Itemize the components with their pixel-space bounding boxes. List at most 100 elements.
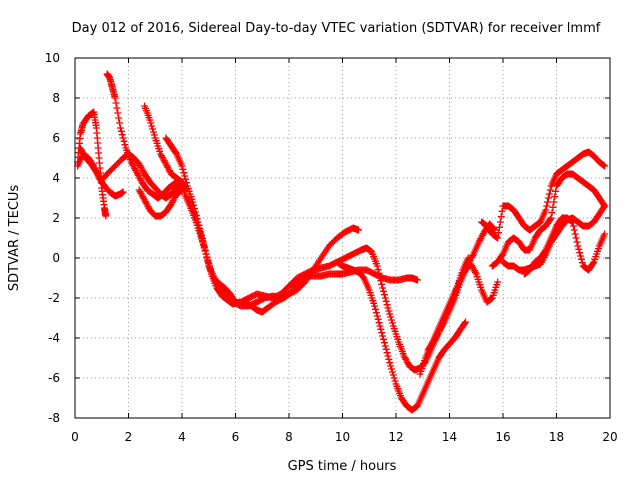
data-point: [373, 262, 381, 270]
data-point: [150, 131, 158, 139]
data-point: [601, 202, 609, 210]
data-point: [371, 302, 379, 310]
y-tick-label: 6: [52, 131, 60, 145]
data-point: [102, 212, 110, 220]
data-point: [201, 247, 209, 255]
data-point: [546, 215, 554, 223]
data-point: [572, 234, 580, 242]
y-tick-label: 4: [52, 171, 60, 185]
data-point: [120, 137, 128, 145]
data-point: [197, 230, 205, 238]
data-point: [178, 162, 186, 170]
series-track-12: [424, 260, 502, 354]
data-point: [384, 304, 392, 312]
y-tick-label: 8: [52, 91, 60, 105]
data-point: [203, 253, 211, 261]
y-tick-label: -2: [48, 291, 60, 305]
data-point: [381, 294, 389, 302]
y-tick-label: -8: [48, 411, 60, 425]
data-point: [380, 339, 388, 347]
data-point: [116, 119, 124, 127]
x-tick-label: 6: [232, 430, 240, 444]
data-point: [379, 332, 387, 340]
data-point: [179, 165, 187, 173]
data-point: [205, 260, 213, 268]
data-point: [461, 319, 469, 327]
data-point: [571, 230, 579, 238]
data-point: [388, 368, 396, 376]
data-point: [493, 233, 501, 241]
data-point: [387, 362, 395, 370]
data-points: [74, 70, 609, 414]
series-track-14: [488, 170, 609, 270]
x-tick-label: 10: [335, 430, 350, 444]
data-point: [589, 259, 597, 267]
data-point: [575, 245, 583, 253]
y-axis-label: SDTVAR / TECUs: [7, 185, 22, 292]
series-track-5: [141, 102, 189, 192]
y-tick-label: -6: [48, 371, 60, 385]
x-tick-label: 20: [602, 430, 617, 444]
x-tick-label: 0: [71, 430, 79, 444]
tick-labels: 0 2 4 6 8 10 12 14 16 18 20 -8 -6 -4 -2 0 2 4 6 8 10: [45, 51, 618, 444]
x-tick-label: 12: [388, 430, 403, 444]
data-point: [147, 119, 155, 127]
data-point: [177, 187, 185, 195]
data-point: [601, 162, 609, 170]
data-point: [496, 218, 504, 226]
data-point: [413, 276, 421, 284]
data-point: [498, 207, 506, 215]
data-point: [373, 312, 381, 320]
series-track-6: [135, 186, 186, 220]
y-tick-label: -4: [48, 331, 60, 345]
data-point: [569, 222, 577, 230]
data-point: [117, 127, 125, 135]
data-point: [469, 252, 477, 260]
data-point: [600, 161, 608, 169]
data-point: [204, 257, 212, 265]
data-point: [111, 94, 119, 102]
data-point: [195, 224, 203, 232]
data-point: [113, 104, 121, 112]
data-point: [388, 365, 396, 373]
data-point: [545, 190, 553, 198]
series-track-7: [162, 134, 363, 316]
data-point: [380, 287, 388, 295]
data-point: [178, 186, 186, 194]
data-point: [372, 309, 380, 317]
series-track-13: [478, 148, 609, 242]
data-point: [182, 175, 190, 183]
data-point: [207, 267, 215, 275]
data-point: [112, 99, 120, 107]
data-point: [119, 134, 127, 142]
data-point: [374, 315, 382, 323]
data-point: [382, 345, 390, 353]
data-point: [547, 214, 555, 222]
data-point: [376, 322, 384, 330]
y-tick-label: 2: [52, 211, 60, 225]
data-point: [182, 179, 190, 187]
data-point: [600, 203, 608, 211]
data-point: [390, 374, 398, 382]
data-point: [601, 230, 609, 238]
data-point: [551, 193, 559, 201]
data-point: [377, 277, 385, 285]
data-point: [494, 278, 502, 286]
data-point: [198, 233, 206, 241]
series-track-16: [520, 214, 609, 278]
data-point: [121, 141, 129, 149]
data-point: [549, 203, 557, 211]
data-point: [119, 188, 127, 196]
data-point: [199, 237, 207, 245]
data-point: [544, 198, 552, 206]
data-point: [578, 259, 586, 267]
data-point: [495, 229, 503, 237]
x-tick-label: 14: [442, 430, 457, 444]
x-tick-label: 18: [549, 430, 564, 444]
data-point: [378, 329, 386, 337]
x-axis-label: GPS time / hours: [288, 459, 397, 474]
x-tick-label: 4: [178, 430, 186, 444]
data-point: [115, 114, 123, 122]
data-point: [548, 209, 556, 217]
data-point: [377, 325, 385, 333]
